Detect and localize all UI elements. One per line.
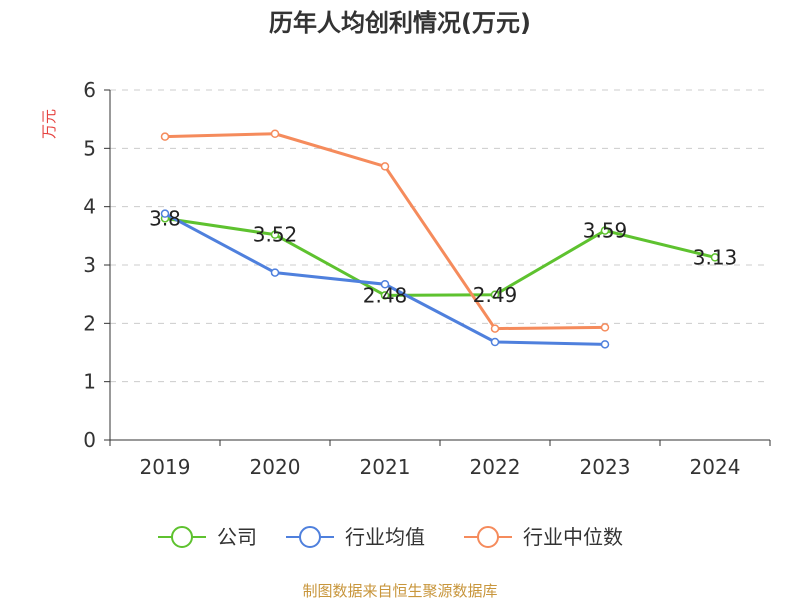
data-label: 3.13 bbox=[693, 245, 738, 269]
data-point bbox=[490, 324, 500, 333]
y-tick-label: 2 bbox=[83, 311, 96, 335]
series-line bbox=[164, 212, 606, 346]
chart-title: 历年人均创利情况(万元) bbox=[269, 9, 531, 37]
legend-label: 行业均值 bbox=[345, 525, 425, 549]
data-point bbox=[270, 268, 280, 277]
data-point bbox=[380, 291, 390, 300]
data-label: 2.48 bbox=[363, 283, 408, 307]
y-tick-label: 5 bbox=[83, 136, 96, 160]
legend-label: 行业中位数 bbox=[523, 525, 623, 549]
data-point bbox=[600, 340, 610, 349]
data-point bbox=[270, 230, 280, 239]
data-label: 3.59 bbox=[583, 219, 628, 243]
series-layer bbox=[160, 129, 720, 349]
data-point bbox=[160, 132, 170, 141]
series-line bbox=[164, 216, 716, 297]
data-point bbox=[160, 209, 170, 218]
x-tick-label: 2021 bbox=[360, 455, 411, 479]
data-point bbox=[600, 226, 610, 235]
source-footer: 制图数据来自恒生聚源数据库 bbox=[302, 582, 497, 600]
x-tick-label: 2020 bbox=[250, 455, 301, 479]
y-tick-label: 6 bbox=[83, 78, 96, 102]
y-tick-label: 4 bbox=[83, 195, 96, 219]
y-tick-label: 3 bbox=[83, 253, 96, 277]
data-point bbox=[270, 129, 280, 138]
data-point bbox=[380, 280, 390, 289]
legend-label: 公司 bbox=[217, 525, 257, 549]
data-label: 3.52 bbox=[253, 223, 298, 247]
data-label: 3.8 bbox=[149, 206, 181, 230]
y-axis-label: 万元 bbox=[40, 109, 58, 139]
data-point bbox=[710, 253, 720, 262]
gridlines bbox=[110, 89, 770, 383]
legend-item: 行业均值 bbox=[286, 525, 425, 549]
x-tick-label: 2024 bbox=[690, 455, 741, 479]
data-point bbox=[490, 337, 500, 347]
x-tick-label: 2022 bbox=[470, 455, 521, 479]
line-series bbox=[160, 209, 610, 349]
data-point bbox=[380, 162, 390, 171]
x-tick-label: 2023 bbox=[580, 455, 631, 479]
legend: 公司 行业均值 行业中位数 bbox=[158, 525, 623, 549]
data-labels: 3.8 3.52 2.48 2.49 3.59 3.13 bbox=[149, 206, 737, 307]
legend-marker-icon bbox=[477, 526, 499, 548]
x-tick-label: 2019 bbox=[140, 455, 191, 479]
legend-marker-icon bbox=[299, 526, 321, 548]
data-label: 2.49 bbox=[473, 283, 518, 307]
line-series bbox=[160, 214, 720, 300]
legend-marker-icon bbox=[171, 526, 193, 548]
y-tick-label: 0 bbox=[83, 428, 96, 452]
data-point bbox=[600, 323, 610, 332]
legend-item: 公司 bbox=[158, 525, 257, 549]
legend-item: 行业中位数 bbox=[464, 525, 623, 549]
data-point bbox=[490, 290, 500, 299]
line-series bbox=[160, 129, 610, 333]
axes: 0 1 2 3 4 5 6 2019 2020 2021 2022 2023 2024 bbox=[83, 78, 771, 479]
y-tick-label: 1 bbox=[83, 370, 96, 394]
